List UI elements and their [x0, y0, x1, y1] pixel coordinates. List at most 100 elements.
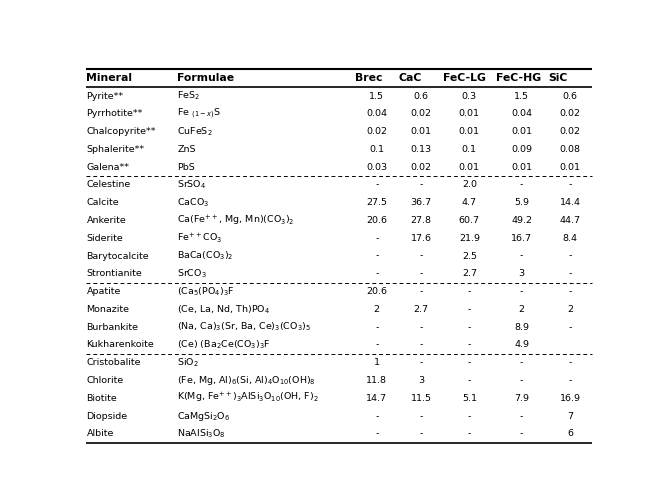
Text: -: -	[419, 358, 423, 367]
Text: -: -	[568, 180, 571, 189]
Text: 0.09: 0.09	[511, 145, 532, 154]
Text: -: -	[520, 376, 523, 385]
Text: Kukharenkoite: Kukharenkoite	[86, 341, 154, 350]
Text: 2.5: 2.5	[462, 252, 477, 261]
Text: 0.04: 0.04	[366, 109, 387, 118]
Text: Sphalerite**: Sphalerite**	[86, 145, 144, 154]
Text: 44.7: 44.7	[559, 216, 581, 225]
Text: 49.2: 49.2	[511, 216, 532, 225]
Text: Fe $_{(1-x)}$S: Fe $_{(1-x)}$S	[177, 106, 221, 121]
Text: -: -	[520, 252, 523, 261]
Text: -: -	[419, 323, 423, 332]
Text: Apatite: Apatite	[86, 287, 121, 296]
Text: 0.02: 0.02	[411, 163, 432, 172]
Text: Siderite: Siderite	[86, 234, 123, 243]
Text: -: -	[419, 180, 423, 189]
Text: 0.01: 0.01	[559, 163, 581, 172]
Text: -: -	[375, 341, 378, 350]
Text: -: -	[568, 323, 571, 332]
Text: SrCO$_3$: SrCO$_3$	[177, 268, 208, 280]
Text: 7: 7	[567, 412, 573, 421]
Text: -: -	[520, 287, 523, 296]
Text: 5.9: 5.9	[514, 198, 529, 207]
Text: 16.7: 16.7	[511, 234, 532, 243]
Text: -: -	[520, 358, 523, 367]
Text: Calcite: Calcite	[86, 198, 119, 207]
Text: Ankerite: Ankerite	[86, 216, 127, 225]
Text: 17.6: 17.6	[411, 234, 432, 243]
Text: 0.02: 0.02	[411, 109, 432, 118]
Text: 0.01: 0.01	[459, 127, 480, 136]
Text: (Na, Ca)$_3$(Sr, Ba, Ce)$_3$(CO$_3$)$_5$: (Na, Ca)$_3$(Sr, Ba, Ce)$_3$(CO$_3$)$_5$	[177, 321, 312, 334]
Text: (Ca$_5$(PO$_4$)$_3$F: (Ca$_5$(PO$_4$)$_3$F	[177, 286, 235, 298]
Text: 7.9: 7.9	[514, 394, 529, 403]
Text: CaMgSi$_2$O$_6$: CaMgSi$_2$O$_6$	[177, 410, 231, 423]
Text: 1.5: 1.5	[369, 92, 384, 101]
Text: 2.0: 2.0	[462, 180, 477, 189]
Text: Mineral: Mineral	[86, 73, 132, 83]
Text: 2.7: 2.7	[462, 270, 477, 279]
Text: -: -	[520, 412, 523, 421]
Text: 0.1: 0.1	[462, 145, 477, 154]
Text: 0.3: 0.3	[462, 92, 477, 101]
Text: SrSO$_4$: SrSO$_4$	[177, 179, 207, 191]
Text: 21.9: 21.9	[459, 234, 480, 243]
Text: 1: 1	[374, 358, 380, 367]
Text: 0.6: 0.6	[414, 92, 428, 101]
Text: -: -	[468, 341, 471, 350]
Text: -: -	[468, 305, 471, 314]
Text: 16.9: 16.9	[559, 394, 581, 403]
Text: -: -	[375, 234, 378, 243]
Text: Ca(Fe$^{++}$, Mg, Mn)(CO$_3$)$_2$: Ca(Fe$^{++}$, Mg, Mn)(CO$_3$)$_2$	[177, 213, 295, 227]
Text: 3: 3	[418, 376, 424, 385]
Text: -: -	[419, 287, 423, 296]
Text: -: -	[468, 323, 471, 332]
Text: -: -	[419, 270, 423, 279]
Text: -: -	[468, 429, 471, 438]
Text: 0.02: 0.02	[559, 127, 581, 136]
Text: 0.1: 0.1	[369, 145, 384, 154]
Text: -: -	[419, 252, 423, 261]
Text: Celestine: Celestine	[86, 180, 130, 189]
Text: 14.4: 14.4	[559, 198, 581, 207]
Text: NaAlSi$_3$O$_8$: NaAlSi$_3$O$_8$	[177, 428, 226, 440]
Text: -: -	[375, 252, 378, 261]
Text: 11.5: 11.5	[411, 394, 432, 403]
Text: 36.7: 36.7	[411, 198, 432, 207]
Text: Pyrite**: Pyrite**	[86, 92, 124, 101]
Text: Diopside: Diopside	[86, 412, 128, 421]
Text: Galena**: Galena**	[86, 163, 129, 172]
Text: 0.01: 0.01	[411, 127, 432, 136]
Text: -: -	[419, 429, 423, 438]
Text: FeC-HG: FeC-HG	[496, 73, 540, 83]
Text: -: -	[375, 270, 378, 279]
Text: 0.01: 0.01	[459, 109, 480, 118]
Text: 27.8: 27.8	[411, 216, 432, 225]
Text: CaCO$_3$: CaCO$_3$	[177, 196, 210, 209]
Text: 0.01: 0.01	[511, 163, 532, 172]
Text: 1.5: 1.5	[514, 92, 529, 101]
Text: -: -	[468, 287, 471, 296]
Text: 27.5: 27.5	[366, 198, 387, 207]
Text: 2.7: 2.7	[414, 305, 428, 314]
Text: 0.01: 0.01	[511, 127, 532, 136]
Text: FeS$_2$: FeS$_2$	[177, 90, 200, 102]
Text: PbS: PbS	[177, 163, 195, 172]
Text: (Ce) (Ba$_2$Ce(CO$_3$)$_3$F: (Ce) (Ba$_2$Ce(CO$_3$)$_3$F	[177, 339, 271, 351]
Text: Biotite: Biotite	[86, 394, 117, 403]
Text: 0.01: 0.01	[459, 163, 480, 172]
Text: 4.9: 4.9	[514, 341, 529, 350]
Text: 0.02: 0.02	[366, 127, 387, 136]
Text: Monazite: Monazite	[86, 305, 129, 314]
Text: 2: 2	[374, 305, 380, 314]
Text: -: -	[568, 376, 571, 385]
Text: -: -	[568, 270, 571, 279]
Text: -: -	[419, 412, 423, 421]
Text: 11.8: 11.8	[366, 376, 387, 385]
Text: Chlorite: Chlorite	[86, 376, 124, 385]
Text: 6: 6	[567, 429, 573, 438]
Text: 0.08: 0.08	[559, 145, 581, 154]
Text: Burbankite: Burbankite	[86, 323, 138, 332]
Text: 8.9: 8.9	[514, 323, 529, 332]
Text: 0.02: 0.02	[559, 109, 581, 118]
